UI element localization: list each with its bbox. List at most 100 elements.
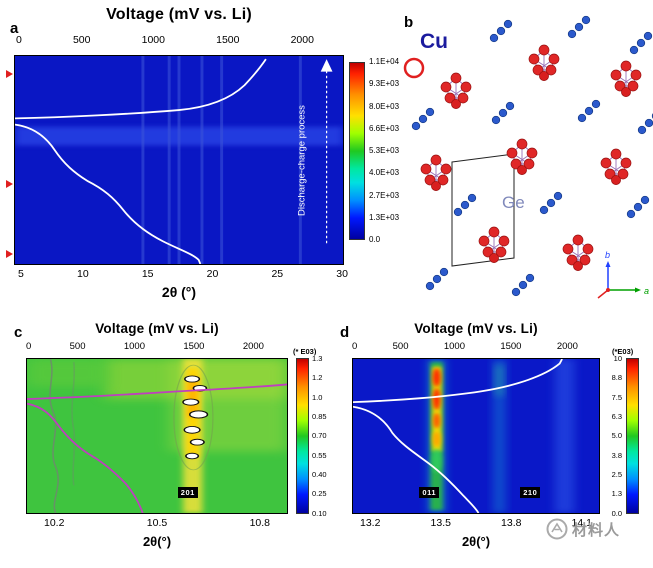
voltage-curve-discharge xyxy=(353,407,478,513)
colorbar-tick-label: 5.3E+03 xyxy=(369,146,400,155)
voltage-curve-discharge xyxy=(27,404,143,513)
unit-cell-outline xyxy=(451,153,515,267)
cu-legend-label: Cu xyxy=(420,30,448,53)
weak-reflection-lines xyxy=(141,56,302,264)
colorbar-tick-label: 1.2 xyxy=(312,373,323,383)
tick-label: 20 xyxy=(206,268,219,280)
colorbar-tick-label: 1.3E+03 xyxy=(369,212,400,222)
tick-label: 1000 xyxy=(123,341,145,352)
colorbar-tick-label: 2.5 xyxy=(611,469,622,479)
colorbar-tick-label: 0.85 xyxy=(312,411,327,421)
panel-a-two-theta-label: 2θ (°) xyxy=(161,284,197,300)
colorbar-tick-label: 1.3 xyxy=(611,489,622,499)
colorbar-tick-label: 4.0E+03 xyxy=(369,168,400,178)
panel-a-colorbar xyxy=(349,62,365,240)
colorbar-tick-label: 0.0 xyxy=(369,235,381,244)
panel-d-heatmap: 011 210 xyxy=(352,358,600,514)
crystal-axes: a b xyxy=(597,250,649,299)
red-scan-marker xyxy=(6,180,13,188)
tick-label: 1500 xyxy=(183,341,205,352)
colorbar-tick-label: 0.70 xyxy=(312,431,327,441)
panel-c-colorbar xyxy=(296,358,309,514)
panel-d-voltage-axis-title: Voltage (mV vs. Li) xyxy=(414,321,538,336)
tick-label: 500 xyxy=(392,341,409,352)
colorbar-tick-label: 9.3E+03 xyxy=(369,79,400,89)
red-scan-marker xyxy=(6,250,13,258)
reflection-210-streak xyxy=(554,359,575,513)
tick-label: 25 xyxy=(271,268,284,280)
colorbar-tick-label: 1.1E+04 xyxy=(369,57,400,66)
colorbar-tick-label: 8.0E+03 xyxy=(369,101,400,111)
panel-d-heatmap-canvas xyxy=(353,359,599,513)
voltage-curve-discharge xyxy=(15,125,200,264)
tick-label: 0 xyxy=(26,341,32,352)
colorbar-tick-label: 5.0 xyxy=(611,431,622,441)
colorbar-tick-label: 0.0 xyxy=(611,508,622,518)
tick-label: 0 xyxy=(352,341,358,352)
panel-a-heatmap-canvas xyxy=(15,56,343,264)
tick-label: 10.8 xyxy=(249,517,270,529)
tick-label: 5 xyxy=(18,268,24,280)
voltage-curve-charge xyxy=(353,359,562,402)
ge-clusters xyxy=(420,44,642,272)
peak-label-210: 210 xyxy=(520,486,541,498)
tick-label: 15 xyxy=(141,268,154,280)
red-atom-legend-ring xyxy=(403,57,425,79)
a-axis-arrow-icon xyxy=(635,287,641,293)
voltage-curve-charge xyxy=(27,384,287,399)
weak-reflection-streak xyxy=(493,359,506,513)
panel-c-top-axis-ticks: 0 500 1000 1500 2000 xyxy=(26,342,264,352)
ge-legend-label: Ge xyxy=(502,193,525,212)
tick-label: 30 xyxy=(336,268,348,280)
panel-d-top-axis-ticks: 0 500 1000 1500 2000 xyxy=(352,342,578,352)
panel-c-heatmap-canvas xyxy=(27,359,287,513)
watermark: 材料人 xyxy=(546,518,620,540)
panel-a-heatmap: Discharge-charge process xyxy=(14,55,344,265)
materialren-logo-icon xyxy=(546,518,568,540)
panel-d-colorbar-scale-label: (*E03) xyxy=(612,347,634,356)
tick-label: 14.1 xyxy=(571,517,592,529)
panel-a-bottom-axis-ticks: 5 10 15 20 25 30 xyxy=(18,269,348,280)
process-arrow-head xyxy=(320,59,333,72)
colorbar-tick-label: 7.5 xyxy=(611,392,622,402)
panel-c-two-theta-label: 2θ(°) xyxy=(142,534,172,549)
panel-a-voltage-axis-title: Voltage (mV vs. Li) xyxy=(106,6,252,23)
panel-b-crystal-structure: Cu Ge a b xyxy=(403,15,653,299)
colorbar-tick-label: 0.10 xyxy=(312,508,327,518)
colorbar-tick-label: 0.40 xyxy=(312,469,327,479)
panel-a-top-axis-ticks: 0 500 1000 1500 2000 xyxy=(16,35,314,46)
intensity-contour-lines xyxy=(49,359,214,513)
tick-label: 0 xyxy=(16,34,22,46)
tick-label: 13.8 xyxy=(501,517,522,529)
tick-label: 1500 xyxy=(216,34,240,46)
colorbar-tick-label: 2.7E+03 xyxy=(369,190,400,200)
panel-c-voltage-axis-title: Voltage (mV vs. Li) xyxy=(95,321,219,336)
colorbar-tick-label: 8.8 xyxy=(611,373,622,383)
colorbar-tick-label: 6.6E+03 xyxy=(369,123,400,133)
panel-d-two-theta-label: 2θ(°) xyxy=(461,534,491,549)
panel-d-letter: d xyxy=(340,324,350,341)
c-axis-arrow-icon xyxy=(597,289,609,299)
panel-c-colorbar-ticks: 1.3 1.2 1.0 0.85 0.70 0.55 0.40 0.25 0.10 xyxy=(312,355,336,517)
panel-d-bottom-axis-ticks: 13.2 13.5 13.8 14.1 xyxy=(352,518,600,529)
tick-label: 13.5 xyxy=(430,517,451,529)
discharge-charge-annotation: Discharge-charge process xyxy=(296,105,308,216)
a-axis-label: a xyxy=(644,286,649,296)
colorbar-tick-label: 0.25 xyxy=(312,489,327,499)
panel-c-letter: c xyxy=(14,324,23,341)
peak-label-011: 011 xyxy=(419,486,440,498)
panel-a-letter: a xyxy=(10,20,19,37)
panel-d-colorbar xyxy=(626,358,639,514)
panel-c-colorbar-scale-label: (* E03) xyxy=(293,347,317,356)
tick-label: 2000 xyxy=(242,341,264,352)
colorbar-tick-label: 3.8 xyxy=(611,450,622,460)
peak-label-201: 201 xyxy=(177,486,198,498)
colorbar-tick-label: 1.3 xyxy=(312,354,323,363)
tick-label: 13.2 xyxy=(360,517,381,529)
colorbar-tick-label: 0.55 xyxy=(312,450,327,460)
panel-a-colorbar-ticks: 1.1E+04 9.3E+03 8.0E+03 6.6E+03 5.3E+03 4.0E+… xyxy=(369,58,409,244)
voltage-curve-charge xyxy=(15,59,266,118)
panel-c-heatmap: 201 xyxy=(26,358,288,514)
panel-d-colorbar-ticks: 10 8.8 7.5 6.3 5.0 3.8 2.5 1.3 0.0 xyxy=(600,355,622,517)
